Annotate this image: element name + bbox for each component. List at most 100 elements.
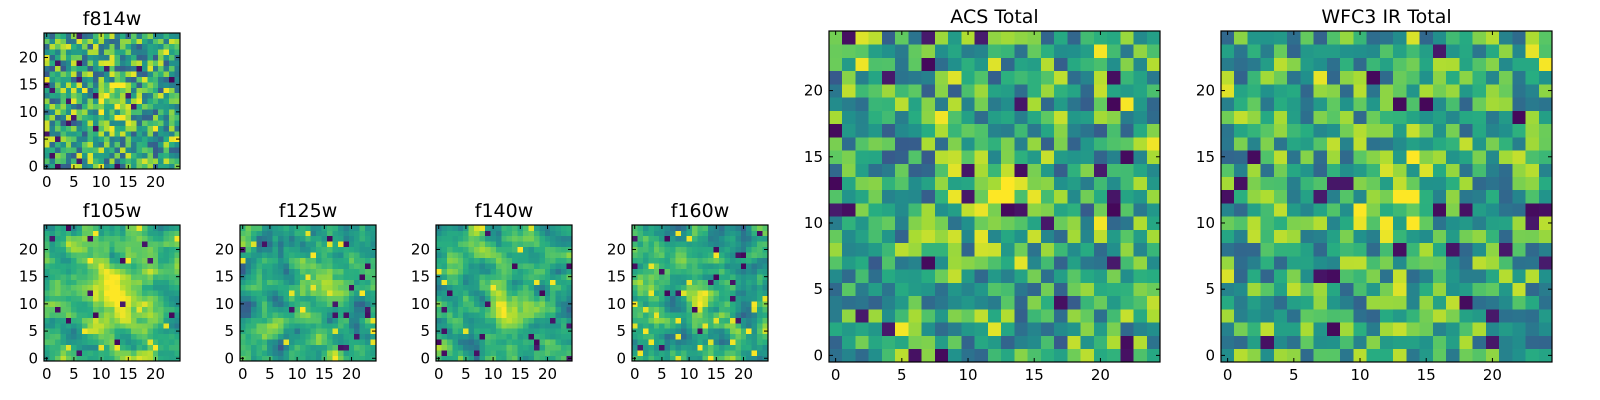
heatmap-cell <box>1014 203 1028 217</box>
heatmap-cell <box>103 158 110 164</box>
heatmap-cell <box>92 114 99 121</box>
heatmap-cell <box>305 339 312 346</box>
heatmap-cell <box>1446 309 1460 323</box>
heatmap-cell <box>240 290 246 297</box>
heatmap-cell <box>278 306 284 313</box>
heatmap-cell <box>1014 110 1028 125</box>
heatmap-cell <box>1340 295 1354 310</box>
heatmap-cell <box>125 49 132 56</box>
heatmap-cell <box>174 87 181 94</box>
heatmap-cell <box>1014 123 1028 138</box>
heatmap-cell <box>1120 123 1134 138</box>
heatmap-cell <box>1273 242 1288 257</box>
heatmap-cell <box>348 350 355 356</box>
heatmap-cell <box>561 306 567 313</box>
heatmap-cell <box>147 317 154 324</box>
heatmap-cell <box>1406 269 1420 283</box>
heatmap-cell <box>267 333 273 340</box>
heatmap-cell <box>321 263 328 269</box>
heatmap-cell <box>1273 163 1288 177</box>
heatmap-cell <box>76 328 83 335</box>
heatmap-cell <box>1146 136 1161 151</box>
heatmap-cell <box>1525 335 1540 350</box>
heatmap-cell <box>82 141 88 148</box>
heatmap-cell <box>1273 229 1288 244</box>
heatmap-cell <box>169 136 175 143</box>
heatmap-cell <box>1313 97 1328 111</box>
heatmap-cell <box>751 317 758 324</box>
heatmap-cell <box>702 328 709 335</box>
heatmap-cell <box>735 241 742 248</box>
heatmap-cell <box>114 158 121 164</box>
heatmap-cell <box>60 147 67 154</box>
heatmap-cell <box>283 312 290 318</box>
heatmap-cell <box>691 350 698 356</box>
heatmap-cell <box>337 235 344 242</box>
heatmap-cell <box>1472 110 1487 125</box>
heatmap-cell <box>92 328 99 335</box>
heatmap-cell <box>169 301 175 307</box>
heatmap-cell <box>512 312 518 318</box>
heatmap-cell <box>120 103 126 110</box>
heatmap-cell <box>109 295 116 302</box>
heatmap-cell <box>82 279 88 286</box>
heatmap-cell <box>501 322 508 329</box>
heatmap-cell <box>54 158 61 164</box>
heatmap-cell <box>152 54 159 61</box>
heatmap-cell <box>125 290 132 297</box>
heatmap-cell <box>1067 322 1081 336</box>
heatmap-cell <box>1040 136 1055 151</box>
heatmap-cell <box>637 290 644 297</box>
heatmap-cell <box>152 339 159 346</box>
heatmap-cell <box>1446 123 1460 138</box>
y-tick-label: 15 <box>607 268 626 286</box>
heatmap-cell <box>370 257 377 264</box>
heatmap-cell <box>452 306 459 313</box>
heatmap-cell <box>1326 295 1341 310</box>
heatmap-cell <box>691 279 698 286</box>
heatmap-cell <box>152 136 159 143</box>
heatmap-cell <box>120 130 126 137</box>
heatmap-cell <box>544 279 551 286</box>
heatmap-cell <box>327 333 333 340</box>
heatmap-cell <box>131 81 137 88</box>
heatmap-cell <box>98 284 105 291</box>
heatmap-cell <box>934 322 949 336</box>
heatmap-cell <box>114 114 121 121</box>
heatmap-cell <box>1260 322 1275 336</box>
heatmap-cell <box>762 279 769 286</box>
heatmap-cell <box>365 301 371 307</box>
heatmap-cell <box>1472 335 1487 350</box>
heatmap-cell <box>1133 269 1148 283</box>
heatmap-cell <box>463 344 469 351</box>
heatmap-cell <box>842 136 856 151</box>
heatmap-cell <box>158 350 165 356</box>
heatmap-cell <box>948 309 962 323</box>
heatmap-cell <box>648 295 655 302</box>
heatmap-cell <box>152 284 159 291</box>
heatmap-cell <box>136 76 143 83</box>
x-tick-label: 15 <box>1417 366 1436 384</box>
heatmap-cell <box>506 333 513 340</box>
heatmap-cell <box>675 273 682 280</box>
heatmap-cell <box>294 317 301 324</box>
x-tick-label: 0 <box>1223 366 1233 384</box>
heatmap-cell <box>1538 123 1553 138</box>
heatmap-cell <box>729 322 736 329</box>
heatmap-cell <box>436 235 442 242</box>
heatmap-cell <box>76 257 83 264</box>
heatmap-cell <box>245 257 252 264</box>
heatmap-cell <box>664 312 671 318</box>
heatmap-cell <box>288 339 295 346</box>
heatmap-cell <box>54 54 61 61</box>
heatmap-cell <box>1326 269 1341 283</box>
heatmap-cell <box>1093 97 1108 111</box>
heatmap-cell <box>278 230 284 237</box>
heatmap-cell <box>1093 110 1108 125</box>
y-tick-label: 15 <box>215 268 234 286</box>
heatmap-cell <box>278 273 284 280</box>
heatmap-cell <box>1459 44 1473 58</box>
heatmap-cell <box>691 301 698 307</box>
heatmap-cell <box>1432 256 1447 270</box>
